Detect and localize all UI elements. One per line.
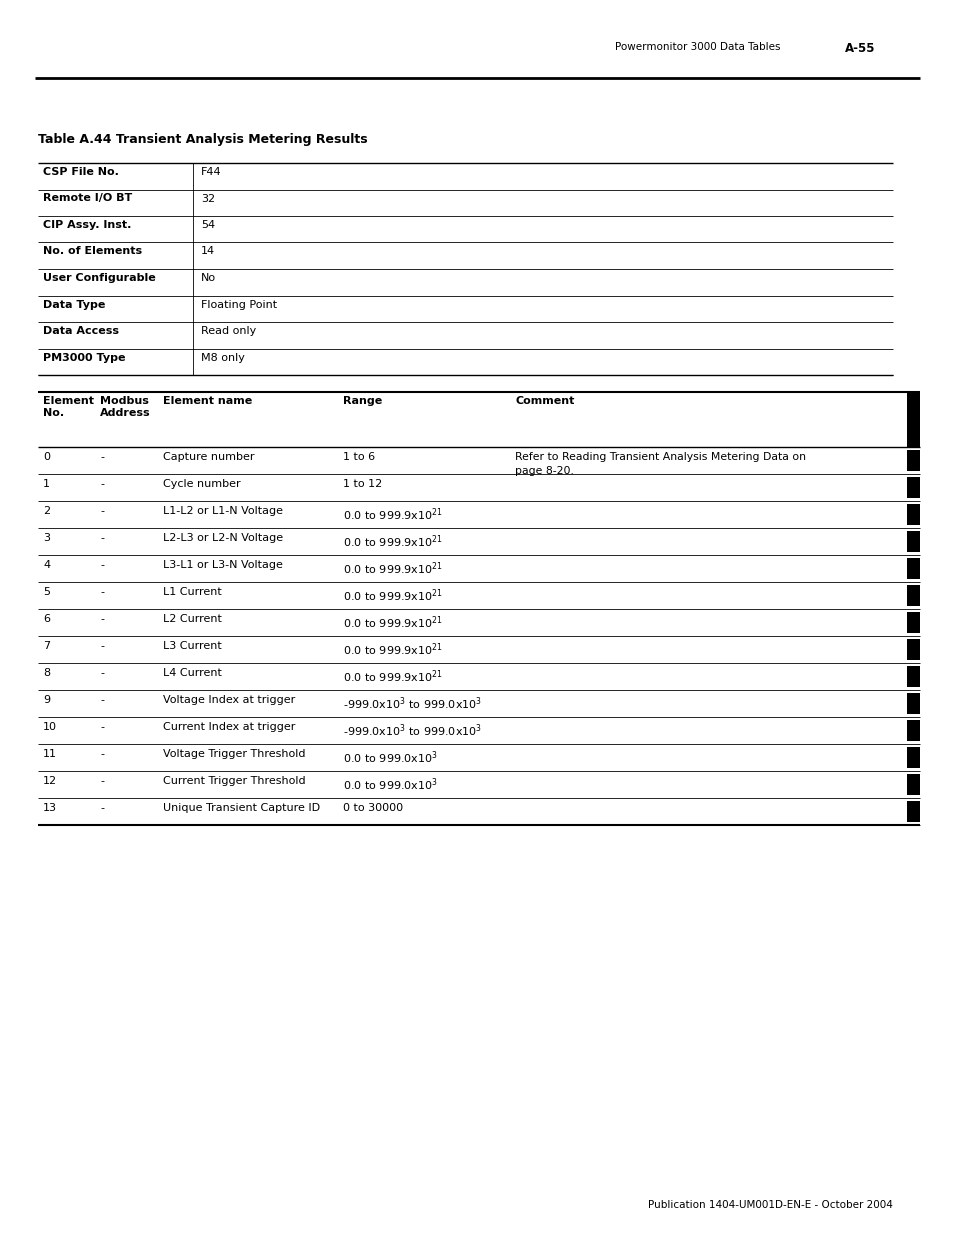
Text: 0.0 to 999.9x10$^{21}$: 0.0 to 999.9x10$^{21}$ bbox=[343, 559, 442, 577]
Text: L3-L1 or L3-N Voltage: L3-L1 or L3-N Voltage bbox=[163, 559, 283, 571]
Text: L1-L2 or L1-N Voltage: L1-L2 or L1-N Voltage bbox=[163, 506, 283, 516]
Text: L2-L3 or L2-N Voltage: L2-L3 or L2-N Voltage bbox=[163, 534, 283, 543]
Text: Current Index at trigger: Current Index at trigger bbox=[163, 722, 295, 732]
Text: 1: 1 bbox=[43, 479, 50, 489]
Text: -: - bbox=[100, 722, 104, 732]
Text: -: - bbox=[100, 668, 104, 678]
Text: 12: 12 bbox=[43, 776, 57, 785]
Text: 0.0 to 999.9x10$^{21}$: 0.0 to 999.9x10$^{21}$ bbox=[343, 641, 442, 657]
Text: L2 Current: L2 Current bbox=[163, 614, 222, 624]
Bar bbox=[906, 558, 919, 579]
Text: Comment: Comment bbox=[515, 396, 574, 406]
Text: A-55: A-55 bbox=[844, 42, 875, 56]
Text: 0.0 to 999.9x10$^{21}$: 0.0 to 999.9x10$^{21}$ bbox=[343, 534, 442, 550]
Text: 1 to 6: 1 to 6 bbox=[343, 452, 375, 462]
Text: Data Type: Data Type bbox=[43, 300, 105, 310]
Text: Element
No.: Element No. bbox=[43, 396, 94, 419]
Text: 2: 2 bbox=[43, 506, 51, 516]
Text: 3: 3 bbox=[43, 534, 50, 543]
Bar bbox=[906, 693, 919, 714]
Text: -: - bbox=[100, 695, 104, 705]
Bar bbox=[906, 720, 919, 741]
Bar bbox=[906, 585, 919, 606]
Bar bbox=[906, 747, 919, 768]
Text: CSP File No.: CSP File No. bbox=[43, 167, 119, 177]
Text: CIP Assy. Inst.: CIP Assy. Inst. bbox=[43, 220, 132, 230]
Text: -: - bbox=[100, 479, 104, 489]
Text: 0.0 to 999.9x10$^{21}$: 0.0 to 999.9x10$^{21}$ bbox=[343, 614, 442, 631]
Text: -: - bbox=[100, 748, 104, 760]
Text: 54: 54 bbox=[201, 220, 214, 230]
Text: Element name: Element name bbox=[163, 396, 252, 406]
Bar bbox=[906, 450, 919, 471]
Text: 0: 0 bbox=[43, 452, 50, 462]
Text: M8 only: M8 only bbox=[201, 352, 245, 363]
Text: page 8-20.: page 8-20. bbox=[515, 466, 574, 475]
Text: 14: 14 bbox=[201, 247, 214, 257]
Text: -: - bbox=[100, 641, 104, 651]
Text: No. of Elements: No. of Elements bbox=[43, 247, 142, 257]
Text: Unique Transient Capture ID: Unique Transient Capture ID bbox=[163, 803, 320, 813]
Text: L4 Current: L4 Current bbox=[163, 668, 222, 678]
Text: 5: 5 bbox=[43, 587, 50, 597]
Text: 1 to 12: 1 to 12 bbox=[343, 479, 382, 489]
Text: Read only: Read only bbox=[201, 326, 256, 336]
Text: -: - bbox=[100, 587, 104, 597]
Text: Refer to Reading Transient Analysis Metering Data on: Refer to Reading Transient Analysis Mete… bbox=[515, 452, 805, 462]
Text: -999.0x10$^{3}$ to 999.0x10$^{3}$: -999.0x10$^{3}$ to 999.0x10$^{3}$ bbox=[343, 695, 481, 711]
Text: Data Access: Data Access bbox=[43, 326, 119, 336]
Text: 11: 11 bbox=[43, 748, 57, 760]
Bar bbox=[906, 531, 919, 552]
Text: -: - bbox=[100, 559, 104, 571]
Text: L1 Current: L1 Current bbox=[163, 587, 221, 597]
Text: Publication 1404-UM001D-EN-E - October 2004: Publication 1404-UM001D-EN-E - October 2… bbox=[647, 1200, 892, 1210]
Text: 10: 10 bbox=[43, 722, 57, 732]
Text: -: - bbox=[100, 803, 104, 813]
Text: Capture number: Capture number bbox=[163, 452, 254, 462]
Text: Voltage Index at trigger: Voltage Index at trigger bbox=[163, 695, 294, 705]
Text: Floating Point: Floating Point bbox=[201, 300, 276, 310]
Text: 0.0 to 999.9x10$^{21}$: 0.0 to 999.9x10$^{21}$ bbox=[343, 506, 442, 522]
Text: 0.0 to 999.9x10$^{21}$: 0.0 to 999.9x10$^{21}$ bbox=[343, 668, 442, 684]
Text: Current Trigger Threshold: Current Trigger Threshold bbox=[163, 776, 305, 785]
Bar bbox=[906, 666, 919, 687]
Text: L3 Current: L3 Current bbox=[163, 641, 221, 651]
Text: F44: F44 bbox=[201, 167, 221, 177]
Text: User Configurable: User Configurable bbox=[43, 273, 155, 283]
Text: -: - bbox=[100, 534, 104, 543]
Bar bbox=[906, 613, 919, 634]
Text: Table A.44 Transient Analysis Metering Results: Table A.44 Transient Analysis Metering R… bbox=[38, 133, 367, 146]
Text: -: - bbox=[100, 506, 104, 516]
Text: 9: 9 bbox=[43, 695, 51, 705]
Text: 7: 7 bbox=[43, 641, 51, 651]
Text: 13: 13 bbox=[43, 803, 57, 813]
Text: PM3000 Type: PM3000 Type bbox=[43, 352, 126, 363]
Bar bbox=[906, 477, 919, 498]
Text: Cycle number: Cycle number bbox=[163, 479, 240, 489]
Bar bbox=[906, 391, 919, 447]
Text: Modbus
Address: Modbus Address bbox=[100, 396, 151, 419]
Text: Range: Range bbox=[343, 396, 382, 406]
Text: 32: 32 bbox=[201, 194, 214, 204]
Text: 6: 6 bbox=[43, 614, 50, 624]
Text: -999.0x10$^{3}$ to 999.0x10$^{3}$: -999.0x10$^{3}$ to 999.0x10$^{3}$ bbox=[343, 722, 481, 739]
Text: Powermonitor 3000 Data Tables: Powermonitor 3000 Data Tables bbox=[615, 42, 780, 52]
Text: 0.0 to 999.0x10$^{3}$: 0.0 to 999.0x10$^{3}$ bbox=[343, 748, 437, 766]
Text: Voltage Trigger Threshold: Voltage Trigger Threshold bbox=[163, 748, 305, 760]
Text: -: - bbox=[100, 614, 104, 624]
Text: 0.0 to 999.0x10$^{3}$: 0.0 to 999.0x10$^{3}$ bbox=[343, 776, 437, 793]
Text: 0 to 30000: 0 to 30000 bbox=[343, 803, 403, 813]
Text: -: - bbox=[100, 776, 104, 785]
Text: Remote I/O BT: Remote I/O BT bbox=[43, 194, 132, 204]
Text: -: - bbox=[100, 452, 104, 462]
Text: No: No bbox=[201, 273, 216, 283]
Bar bbox=[906, 774, 919, 795]
Bar bbox=[906, 802, 919, 823]
Bar bbox=[906, 504, 919, 525]
Text: 8: 8 bbox=[43, 668, 51, 678]
Bar bbox=[906, 638, 919, 659]
Text: 4: 4 bbox=[43, 559, 51, 571]
Text: 0.0 to 999.9x10$^{21}$: 0.0 to 999.9x10$^{21}$ bbox=[343, 587, 442, 604]
